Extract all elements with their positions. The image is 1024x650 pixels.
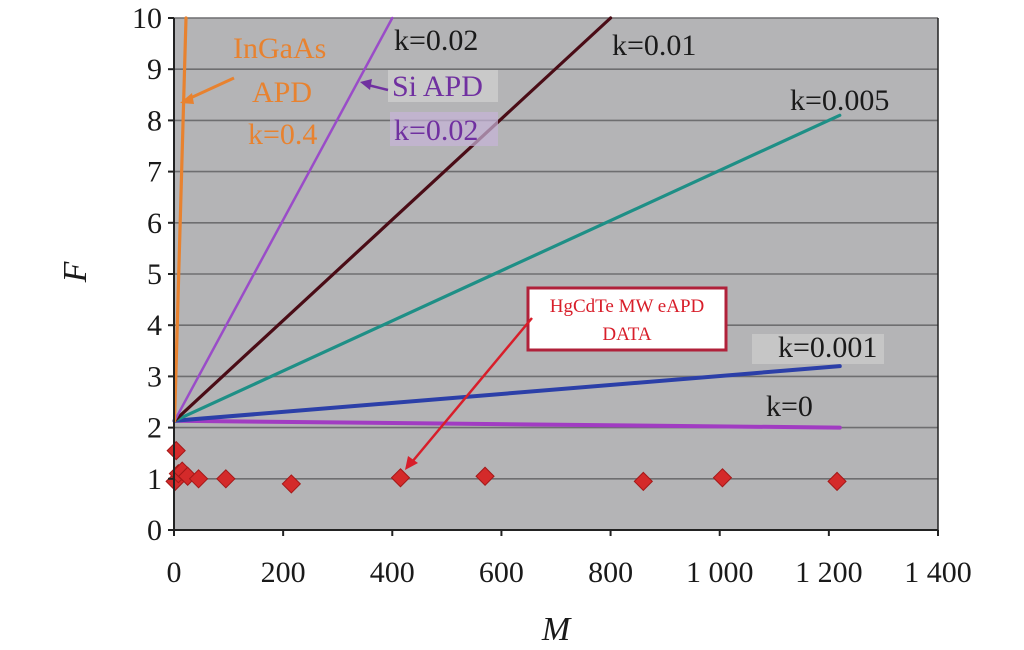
y-tick-label-3: 3: [147, 360, 162, 393]
label-k0.005: k=0.005: [790, 84, 889, 117]
ingaas-arrow-shaft: [185, 76, 235, 102]
data-point-7: [281, 474, 302, 494]
x-tick-label-2: 400: [370, 556, 415, 589]
data-point-8: [390, 468, 411, 488]
data-point-9: [475, 466, 495, 486]
y-tick-label-6: 6: [147, 207, 162, 240]
label-k0.001: k=0.001: [778, 331, 877, 364]
y-tick-label-1: 1: [147, 463, 162, 496]
y-tick-label-5: 5: [147, 258, 162, 291]
y-tick-label-0: 0: [147, 514, 162, 547]
x-tick-label-1: 200: [261, 556, 306, 589]
x-tick-label-4: 800: [588, 556, 633, 589]
hgcdte-label-line1: HgCdTe MW eAPD: [550, 296, 705, 317]
y-tick-label-9: 9: [147, 53, 162, 86]
x-tick-label-5: 1 000: [686, 556, 754, 589]
label-k0.01: k=0.01: [612, 29, 696, 62]
grid-lines: [174, 17, 938, 480]
y-tick-label-4: 4: [147, 309, 162, 342]
ingaas-label-line3: k=0.4: [248, 118, 317, 151]
ingaas-label-line1: InGaAs: [233, 32, 326, 65]
si-label-line1: Si APD: [392, 70, 483, 103]
y-tick-label-10: 10: [132, 2, 162, 35]
hgcdte-arrow-shaft: [411, 317, 533, 463]
series-line-k=0.4: [172, 16, 188, 423]
axis-ticks: [168, 17, 939, 536]
data-point-5: [188, 469, 209, 489]
x-axis-label: M: [541, 611, 572, 648]
series-line-k=0.001: [172, 364, 842, 423]
hgcdte-label-box: [526, 286, 728, 352]
y-tick-label-8: 8: [147, 104, 162, 137]
label-k0.001-highlight: [752, 334, 884, 364]
data-points: [165, 440, 847, 494]
data-point-6: [216, 469, 236, 489]
x-tick-label-3: 600: [479, 556, 524, 589]
y-tick-label-2: 2: [147, 412, 162, 445]
data-point-10: [633, 471, 654, 492]
series-line-k=0: [172, 418, 842, 430]
label-k0.02: k=0.02: [394, 24, 478, 57]
si-label-line2: k=0.02: [394, 114, 478, 147]
ingaas-arrow-head: [180, 93, 194, 104]
data-point-12: [827, 471, 847, 492]
y-tick-label-7: 7: [147, 156, 162, 189]
si-arrow-head: [360, 79, 372, 90]
series-line-k=0.02: [173, 16, 394, 423]
x-tick-label-7: 1 400: [904, 556, 972, 589]
series-lines: [172, 16, 842, 430]
hgcdte-arrow-head: [405, 456, 418, 470]
x-tick-label-0: 0: [167, 556, 182, 589]
x-tick-label-6: 1 200: [795, 556, 863, 589]
hgcdte-label-line2: DATA: [602, 324, 651, 345]
series-line-k=0.005: [172, 113, 842, 423]
si-label-highlight-1: [388, 70, 498, 102]
si-label-highlight-2: [390, 112, 498, 146]
tick-labels: 0 1 2 3 4 5 6 7 8 9 10 0 200 400 600 800 1 000 1 200 1 400: [132, 2, 972, 589]
label-k0: k=0: [766, 390, 813, 423]
series-line-k=0.01: [172, 16, 613, 423]
y-axis-label: F: [57, 260, 94, 283]
data-point-1: [166, 440, 186, 461]
si-arrow-shaft: [367, 83, 389, 92]
data-point-11: [712, 468, 733, 488]
ingaas-label-line2: APD: [252, 76, 312, 109]
